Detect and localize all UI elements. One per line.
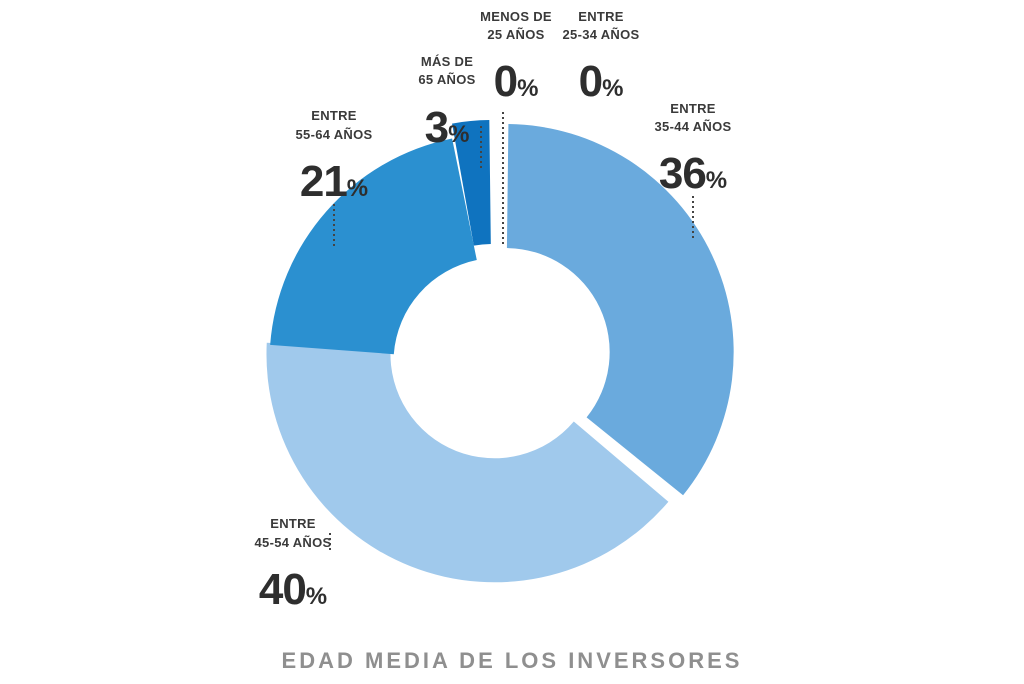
slice-35-44-a-os <box>506 124 734 496</box>
chart-title: EDAD MEDIA DE LOS INVERSORES <box>281 648 743 673</box>
slice-label-line2: 55-64 AÑOS <box>296 127 373 142</box>
slice-label-line2: 65 AÑOS <box>418 72 475 87</box>
slice-label-line1: ENTRE <box>311 108 357 123</box>
slice-label-line2: 45-54 AÑOS <box>255 535 332 550</box>
slice-label-line1: ENTRE <box>670 101 716 116</box>
donut-slices <box>266 120 734 583</box>
slice-label-line1: MENOS DE <box>480 9 552 24</box>
slice-45-54-a-os <box>266 342 669 583</box>
slice-label-line1: MÁS DE <box>421 54 473 69</box>
slice-value-label: 21% <box>300 157 368 206</box>
slice-labels: MENOS DE 25 AÑOS 0% ENTRE 25-34 AÑOS 0% ENTRE 3… <box>255 9 732 614</box>
slice-value-label: 36% <box>659 149 727 198</box>
slice-value-label: 3% <box>425 103 470 152</box>
slice-value-label: 40% <box>259 565 327 614</box>
slice-label-line1: ENTRE <box>270 516 316 531</box>
slice-value-label: 0% <box>494 57 539 106</box>
slice-label-line2: 25 AÑOS <box>487 27 544 42</box>
donut-chart: MENOS DE 25 AÑOS 0% ENTRE 25-34 AÑOS 0% ENTRE 3… <box>255 9 734 614</box>
slice-value-label: 0% <box>579 57 624 106</box>
slice-label-line2: 35-44 AÑOS <box>655 119 732 134</box>
slice-label-line2: 25-34 AÑOS <box>563 27 640 42</box>
slice-55-64-a-os <box>270 138 477 355</box>
slice-label-line1: ENTRE <box>578 9 624 24</box>
